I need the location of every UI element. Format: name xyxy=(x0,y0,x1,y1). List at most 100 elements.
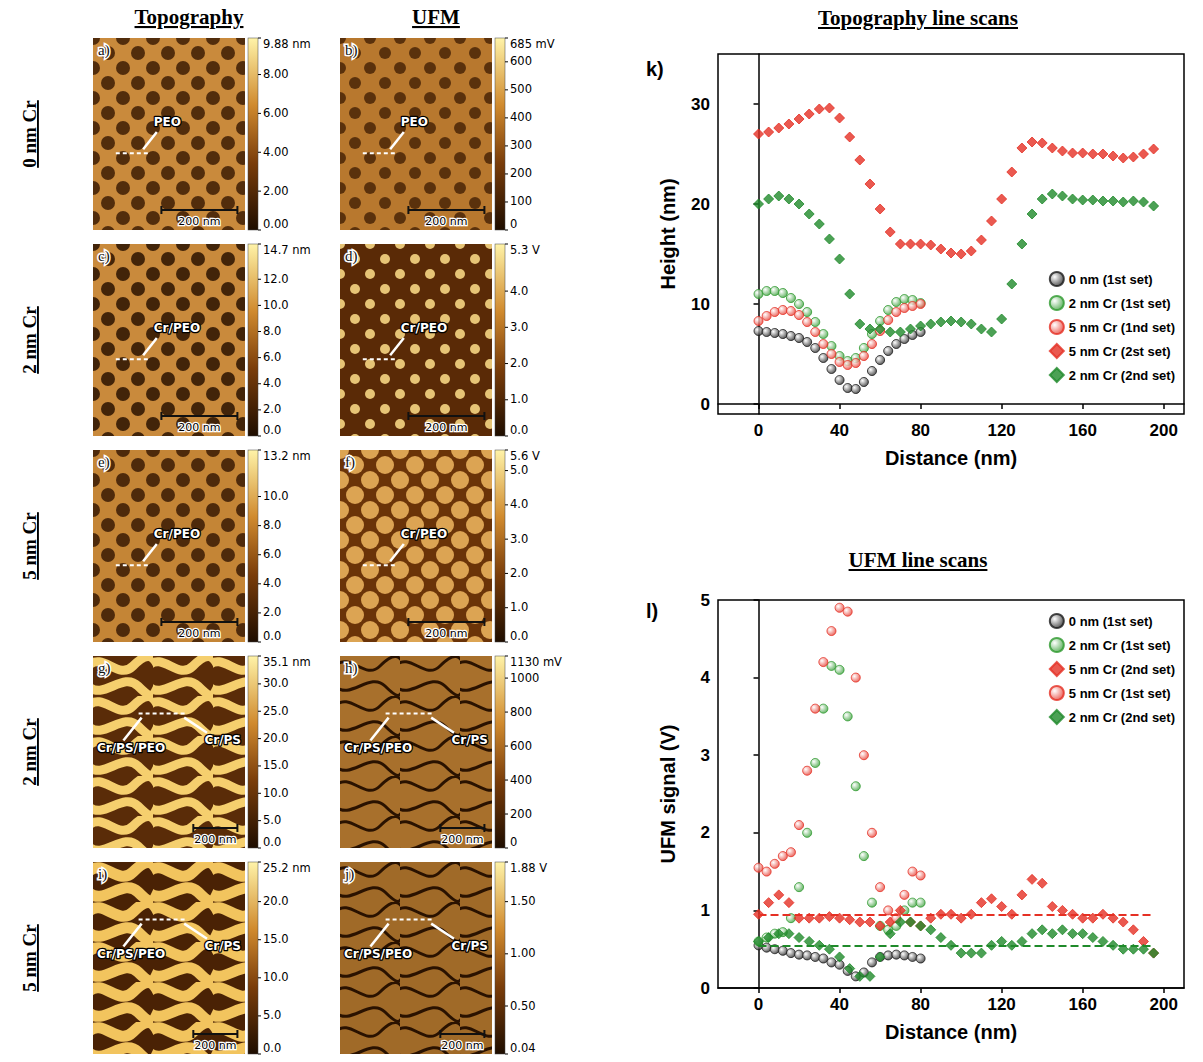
svg-text:5 nm Cr (1nd set): 5 nm Cr (1nd set) xyxy=(1069,320,1175,335)
svg-text:120: 120 xyxy=(987,995,1015,1014)
svg-text:40: 40 xyxy=(830,421,849,440)
svg-text:20: 20 xyxy=(691,195,710,214)
svg-text:5.6 V: 5.6 V xyxy=(510,449,540,463)
svg-text:5.0: 5.0 xyxy=(263,813,281,827)
svg-text:Distance (nm): Distance (nm) xyxy=(885,447,1017,469)
svg-text:200: 200 xyxy=(510,807,532,821)
svg-text:30: 30 xyxy=(691,95,710,114)
svg-text:800: 800 xyxy=(510,705,532,719)
svg-text:13.2 nm: 13.2 nm xyxy=(263,449,311,463)
svg-text:200 nm: 200 nm xyxy=(194,833,236,846)
svg-text:5 nm Cr: 5 nm Cr xyxy=(19,924,40,992)
svg-text:1000: 1000 xyxy=(510,671,539,685)
svg-text:400: 400 xyxy=(510,773,532,787)
svg-text:200 nm: 200 nm xyxy=(425,215,467,228)
svg-text:2 nm Cr: 2 nm Cr xyxy=(19,306,40,374)
svg-text:30.0: 30.0 xyxy=(263,676,289,690)
svg-text:200 nm: 200 nm xyxy=(425,627,467,640)
svg-text:4.0: 4.0 xyxy=(263,576,281,590)
svg-text:1130 mV: 1130 mV xyxy=(510,655,562,669)
svg-text:Cr/PS/PEO: Cr/PS/PEO xyxy=(344,947,412,961)
svg-text:0: 0 xyxy=(754,995,763,1014)
svg-text:3.0: 3.0 xyxy=(510,320,528,334)
svg-text:2.0: 2.0 xyxy=(263,605,281,619)
svg-text:200: 200 xyxy=(1150,995,1178,1014)
svg-text:0: 0 xyxy=(510,217,517,231)
svg-text:2.0: 2.0 xyxy=(510,356,528,370)
svg-text:c): c) xyxy=(98,248,110,265)
svg-text:4.0: 4.0 xyxy=(510,284,528,298)
svg-text:600: 600 xyxy=(510,54,532,68)
svg-text:5.3 V: 5.3 V xyxy=(510,243,540,257)
svg-text:g): g) xyxy=(98,660,111,677)
svg-text:10.0: 10.0 xyxy=(263,489,289,503)
svg-text:0.04: 0.04 xyxy=(510,1041,536,1055)
svg-text:0.0: 0.0 xyxy=(510,629,528,643)
svg-text:5.0: 5.0 xyxy=(510,463,528,477)
svg-text:Cr/PS: Cr/PS xyxy=(451,733,488,747)
svg-text:35.1 nm: 35.1 nm xyxy=(263,655,311,669)
svg-text:2.0: 2.0 xyxy=(263,402,281,416)
svg-text:Cr/PS: Cr/PS xyxy=(204,733,241,747)
svg-text:80: 80 xyxy=(911,421,930,440)
svg-text:Cr/PEO: Cr/PEO xyxy=(154,321,200,335)
svg-text:2 nm Cr (1st set): 2 nm Cr (1st set) xyxy=(1069,638,1171,653)
svg-text:40: 40 xyxy=(830,995,849,1014)
svg-text:5 nm Cr (2st set): 5 nm Cr (2st set) xyxy=(1069,344,1171,359)
svg-text:UFM signal (V): UFM signal (V) xyxy=(657,725,679,864)
svg-text:Cr/PEO: Cr/PEO xyxy=(154,527,200,541)
svg-text:3.0: 3.0 xyxy=(510,532,528,546)
svg-text:160: 160 xyxy=(1069,421,1097,440)
svg-text:0: 0 xyxy=(754,421,763,440)
svg-text:h): h) xyxy=(345,660,358,677)
svg-text:25.0: 25.0 xyxy=(263,704,289,718)
svg-text:2 nm Cr (1st set): 2 nm Cr (1st set) xyxy=(1069,296,1171,311)
svg-text:0 nm (1st set): 0 nm (1st set) xyxy=(1069,614,1153,629)
svg-text:0: 0 xyxy=(510,835,517,849)
svg-text:10.0: 10.0 xyxy=(263,970,289,984)
svg-text:200 nm: 200 nm xyxy=(441,833,483,846)
svg-text:3: 3 xyxy=(701,746,710,765)
svg-text:PEO: PEO xyxy=(401,115,428,129)
svg-text:i): i) xyxy=(98,866,107,883)
svg-text:2: 2 xyxy=(701,823,710,842)
svg-text:Cr/PS: Cr/PS xyxy=(451,939,488,953)
svg-text:0 nm (1st set): 0 nm (1st set) xyxy=(1069,272,1153,287)
svg-text:160: 160 xyxy=(1069,995,1097,1014)
svg-text:4.0: 4.0 xyxy=(263,376,281,390)
svg-text:100: 100 xyxy=(510,194,532,208)
svg-text:0.0: 0.0 xyxy=(263,629,281,643)
svg-text:200 nm: 200 nm xyxy=(178,421,220,434)
svg-text:1.0: 1.0 xyxy=(510,392,528,406)
svg-text:200 nm: 200 nm xyxy=(178,215,220,228)
svg-text:10: 10 xyxy=(691,295,710,314)
svg-text:14.7 nm: 14.7 nm xyxy=(263,243,311,257)
svg-text:2 nm Cr (2nd set): 2 nm Cr (2nd set) xyxy=(1069,710,1175,725)
svg-text:9.88 nm: 9.88 nm xyxy=(263,37,311,51)
svg-text:20.0: 20.0 xyxy=(263,894,289,908)
svg-text:1.0: 1.0 xyxy=(510,600,528,614)
svg-text:2.00: 2.00 xyxy=(263,184,289,198)
svg-text:Cr/PEO: Cr/PEO xyxy=(401,321,447,335)
svg-text:200 nm: 200 nm xyxy=(178,627,220,640)
svg-text:685 mV: 685 mV xyxy=(510,37,555,51)
svg-text:120: 120 xyxy=(987,421,1015,440)
svg-text:0: 0 xyxy=(701,395,710,414)
svg-text:Distance (nm): Distance (nm) xyxy=(885,1021,1017,1043)
svg-text:2 nm Cr (2nd set): 2 nm Cr (2nd set) xyxy=(1069,368,1175,383)
svg-text:0 nm Cr: 0 nm Cr xyxy=(19,100,40,168)
svg-text:e): e) xyxy=(98,454,110,471)
svg-text:80: 80 xyxy=(911,995,930,1014)
svg-text:1.88 V: 1.88 V xyxy=(510,861,547,875)
svg-text:1: 1 xyxy=(701,901,710,920)
svg-text:8.00: 8.00 xyxy=(263,67,289,81)
svg-text:2.0: 2.0 xyxy=(510,566,528,580)
svg-text:6.0: 6.0 xyxy=(263,350,281,364)
svg-text:a): a) xyxy=(98,42,110,59)
svg-text:j): j) xyxy=(344,866,354,883)
svg-text:200 nm: 200 nm xyxy=(425,421,467,434)
svg-text:6.00: 6.00 xyxy=(263,106,289,120)
svg-text:5: 5 xyxy=(701,591,710,610)
svg-text:15.0: 15.0 xyxy=(263,758,289,772)
svg-text:200 nm: 200 nm xyxy=(194,1039,236,1052)
